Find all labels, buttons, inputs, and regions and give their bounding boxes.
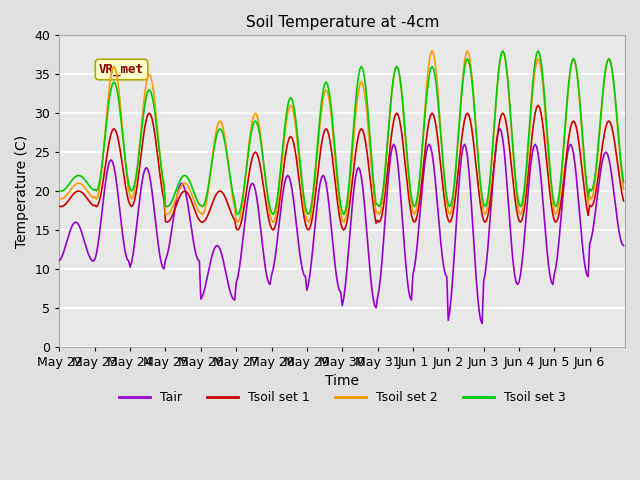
X-axis label: Time: Time: [325, 374, 359, 388]
Title: Soil Temperature at -4cm: Soil Temperature at -4cm: [246, 15, 439, 30]
Text: VR_met: VR_met: [99, 63, 144, 76]
Legend: Tair, Tsoil set 1, Tsoil set 2, Tsoil set 3: Tair, Tsoil set 1, Tsoil set 2, Tsoil se…: [114, 386, 571, 409]
Y-axis label: Temperature (C): Temperature (C): [15, 134, 29, 248]
